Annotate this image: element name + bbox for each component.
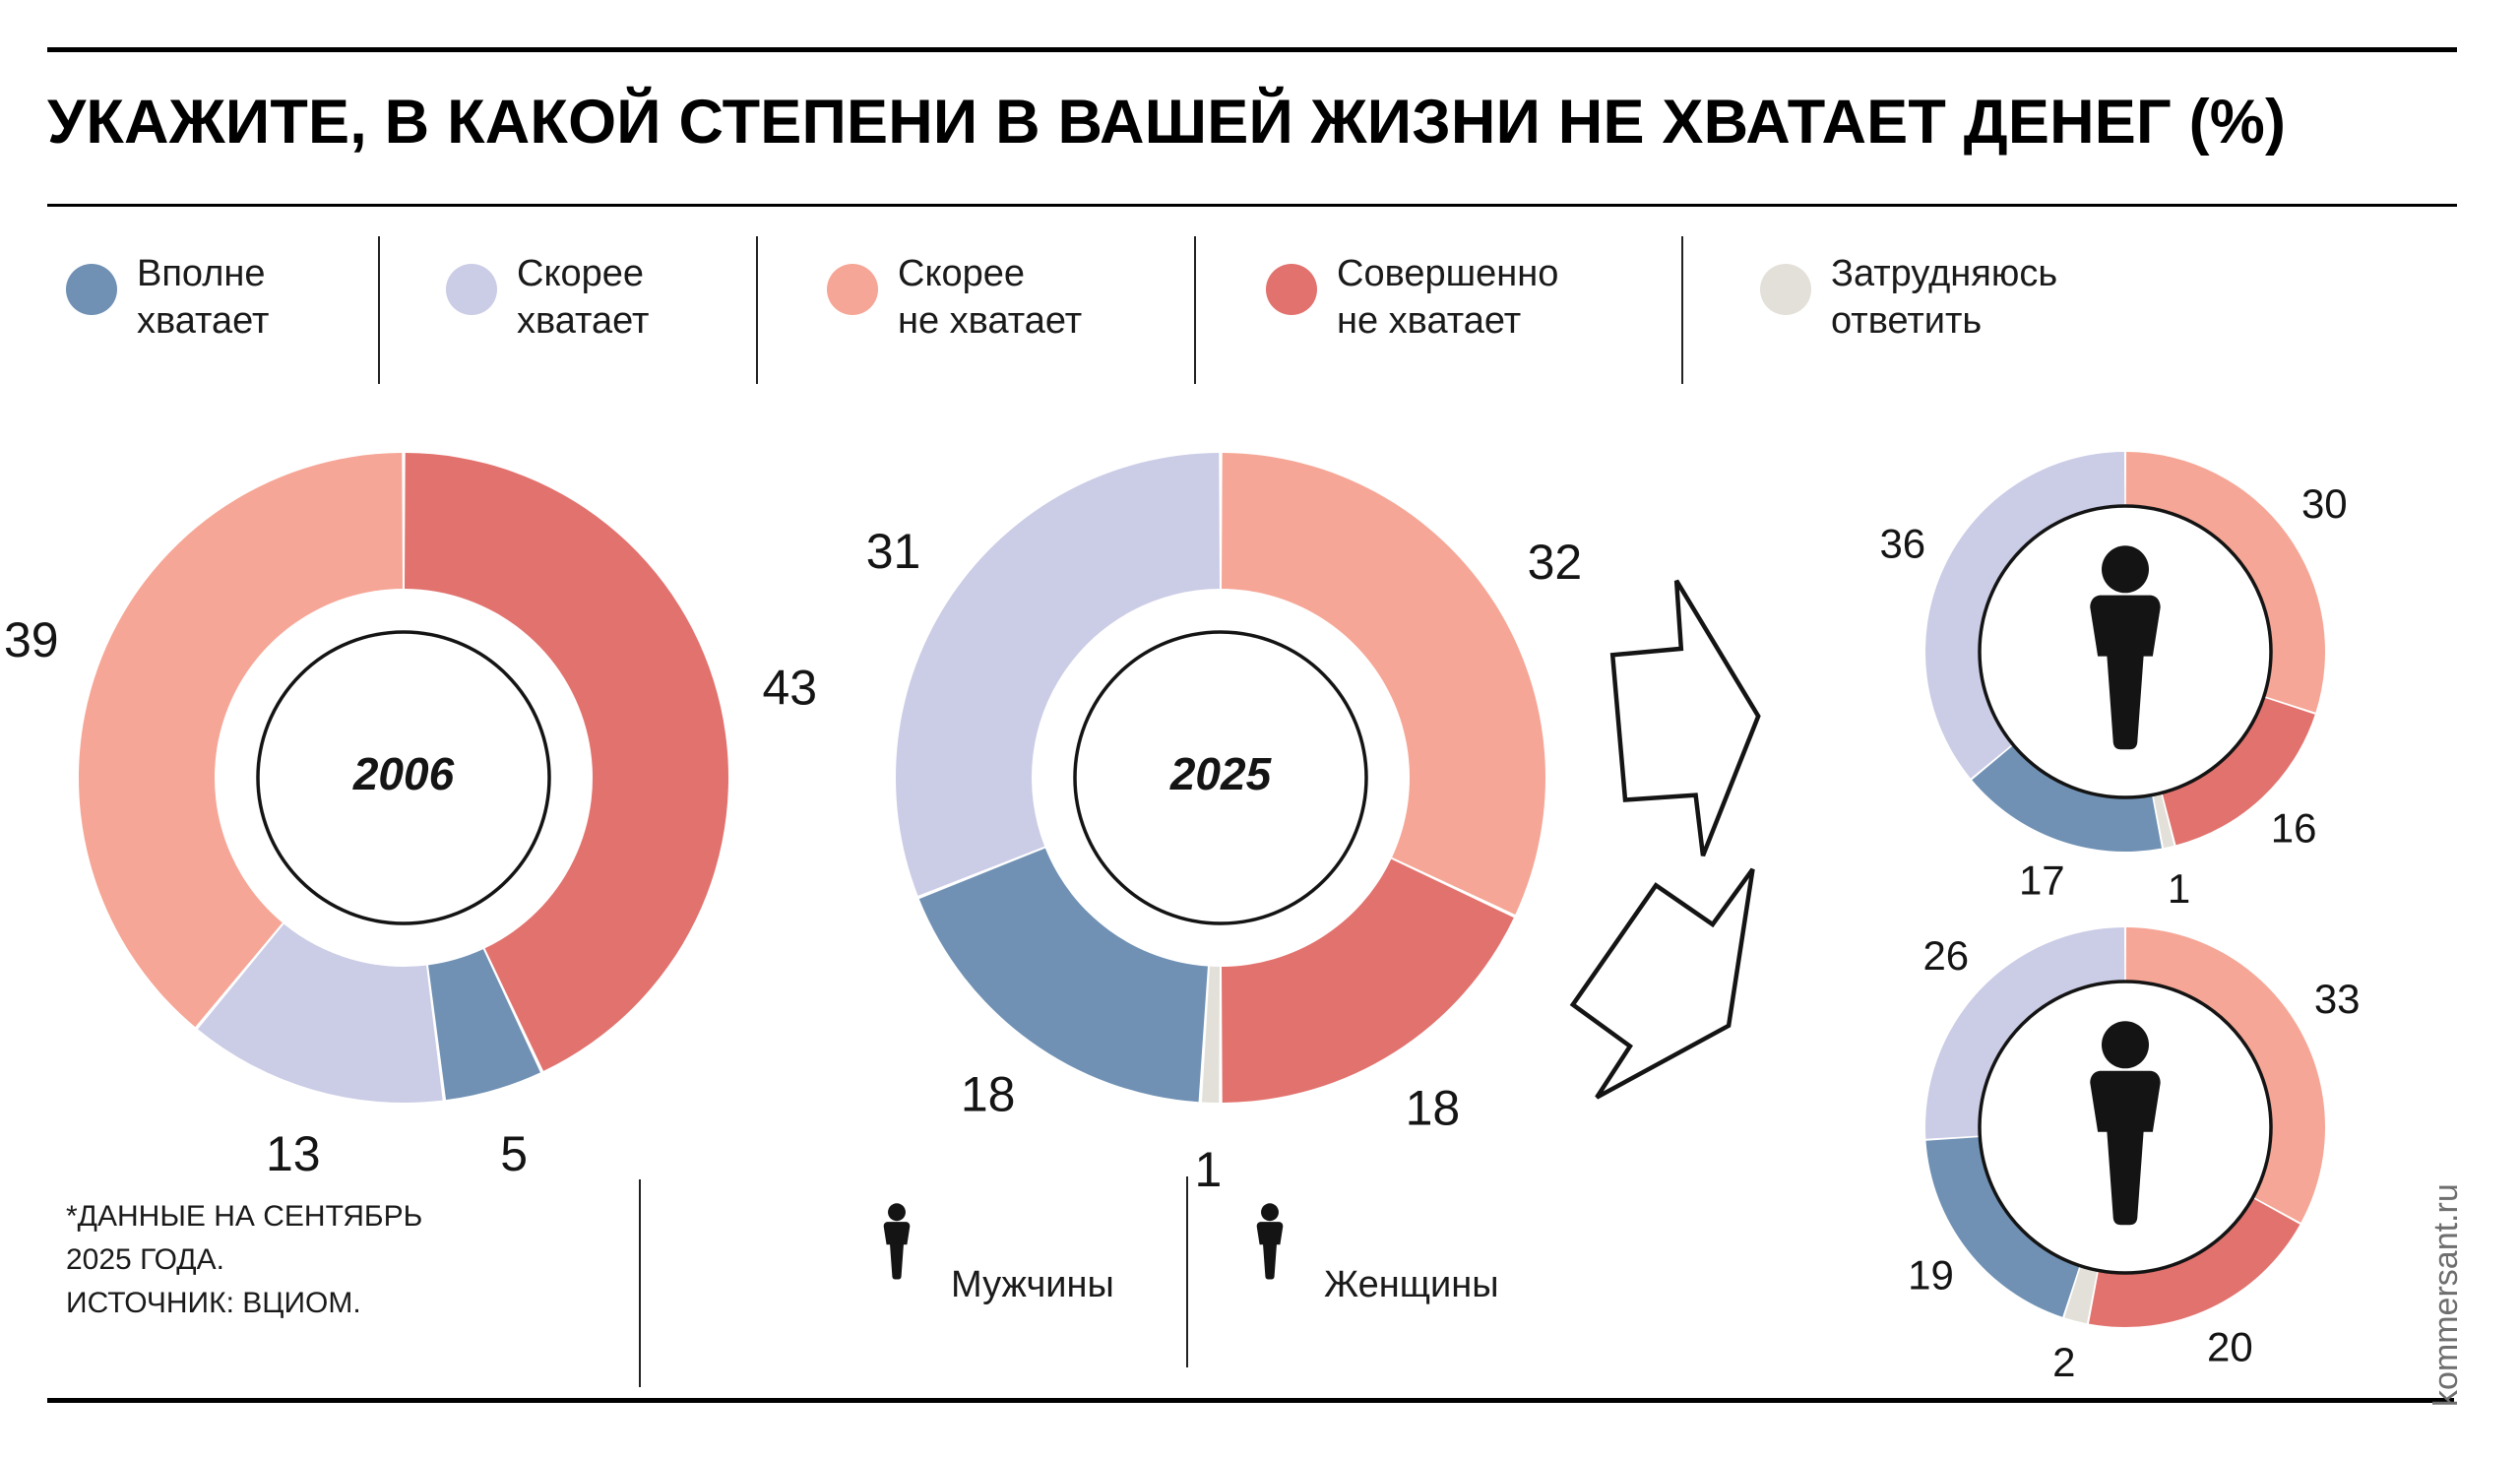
svg-text:20: 20 <box>2207 1323 2253 1369</box>
svg-text:19: 19 <box>1908 1251 1954 1298</box>
svg-text:1: 1 <box>2168 865 2190 912</box>
svg-text:30: 30 <box>2301 480 2348 527</box>
svg-text:36: 36 <box>1879 521 1925 567</box>
svg-text:2006: 2006 <box>352 748 455 799</box>
svg-text:26: 26 <box>1922 932 1969 979</box>
svg-text:2: 2 <box>2052 1339 2075 1385</box>
svg-text:2025: 2025 <box>1169 748 1273 799</box>
svg-text:17: 17 <box>2019 856 2065 903</box>
svg-text:13: 13 <box>266 1126 321 1181</box>
svg-text:18: 18 <box>1406 1081 1461 1136</box>
svg-text:33: 33 <box>2314 976 2361 1022</box>
svg-text:16: 16 <box>2271 804 2317 851</box>
svg-text:18: 18 <box>961 1066 1016 1121</box>
svg-text:31: 31 <box>866 524 921 579</box>
svg-text:39: 39 <box>4 612 59 667</box>
svg-text:32: 32 <box>1528 535 1583 590</box>
svg-text:5: 5 <box>500 1126 528 1181</box>
svg-text:43: 43 <box>762 661 817 716</box>
svg-text:1: 1 <box>1194 1142 1222 1197</box>
